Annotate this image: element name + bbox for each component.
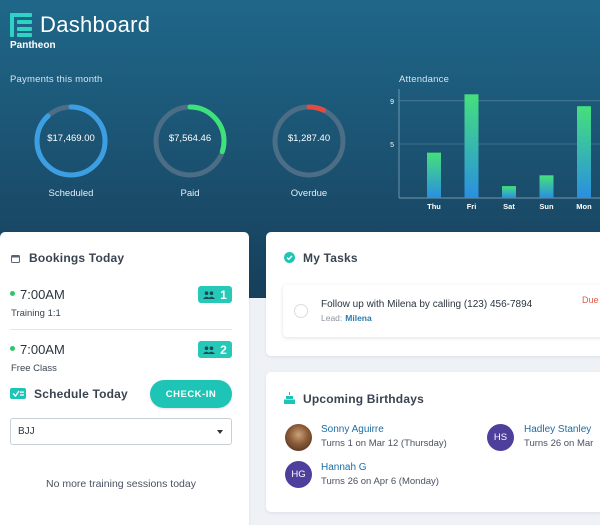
- schedule-check-icon: [10, 388, 26, 399]
- divider: [10, 329, 232, 330]
- check-circle-icon: [284, 252, 295, 263]
- status-dot: [10, 291, 15, 297]
- birthday-detail-1: Turns 1 on Mar 12 (Thursday): [321, 438, 447, 449]
- x-tick-label: Mon: [576, 202, 592, 211]
- pantheon-logo-icon: [10, 13, 32, 37]
- task-checkbox[interactable]: [294, 304, 308, 318]
- program-select-value: BJJ: [18, 426, 35, 437]
- birthday-detail-2: Turns 26 on Mar: [524, 438, 594, 449]
- group-icon: [203, 345, 216, 354]
- birthday-cake-icon: [284, 392, 295, 404]
- paid-ring-chart: [153, 104, 227, 178]
- x-tick-label: Thu: [427, 202, 441, 211]
- y-tick-label: 5: [390, 142, 394, 149]
- avatar-hadley[interactable]: HS: [487, 424, 514, 451]
- scheduled-caption: Scheduled: [48, 188, 94, 199]
- paid-caption: Paid: [180, 188, 200, 199]
- tasks-title: My Tasks: [303, 251, 358, 265]
- birthdays-card: [266, 372, 600, 512]
- scheduled-ring[interactable]: $17,469.00: [31, 101, 111, 181]
- task-due-status: Due: [582, 295, 599, 305]
- bookings-title: Bookings Today: [29, 251, 125, 265]
- check-in-button[interactable]: CHECK-IN: [150, 380, 232, 408]
- attendance-label: Attendance: [399, 74, 450, 85]
- birthdays-title: Upcoming Birthdays: [303, 392, 424, 406]
- program-select[interactable]: BJJ: [10, 418, 232, 445]
- booking-time-text: 7:00AM: [20, 287, 65, 302]
- task-item[interactable]: Follow up with Milena by calling (123) 4…: [283, 285, 600, 337]
- x-tick-label: Sun: [539, 202, 554, 211]
- task-lead-label: Lead:: [321, 313, 343, 323]
- payments-label: Payments this month: [10, 74, 103, 85]
- bar-mon: [577, 106, 591, 198]
- attendance-chart: 5 9 Thu Fri Sat Sun Mon: [390, 89, 600, 211]
- x-tick-label: Sat: [503, 202, 515, 211]
- empty-sessions-message: No more training sessions today: [46, 478, 196, 490]
- task-text: Follow up with Milena by calling (123) 4…: [321, 299, 533, 310]
- scheduled-ring-chart: [34, 104, 108, 178]
- page-title: Dashboard: [40, 12, 151, 37]
- booking-count-2: 2: [220, 342, 227, 357]
- bar-thu: [427, 152, 441, 198]
- calendar-icon: [11, 255, 20, 263]
- schedule-title: Schedule Today: [34, 387, 128, 401]
- booking-time-text: 7:00AM: [20, 342, 65, 357]
- scheduled-amount: $17,469.00: [47, 133, 95, 144]
- paid-amount: $7,564.46: [168, 133, 212, 144]
- booking-count-badge-1[interactable]: 1: [198, 286, 232, 303]
- birthday-name-2[interactable]: Hadley Stanley: [524, 424, 592, 435]
- birthday-name-3[interactable]: Hannah G: [321, 462, 367, 473]
- booking-count-1: 1: [220, 287, 227, 302]
- bar-sun: [539, 175, 554, 198]
- booking-count-badge-2[interactable]: 2: [198, 341, 232, 358]
- paid-ring[interactable]: $7,564.46: [150, 101, 230, 181]
- overdue-amount: $1,287.40: [287, 133, 331, 144]
- avatar-sonny[interactable]: [285, 424, 312, 451]
- brand: Dashboard: [10, 12, 150, 38]
- booking-time-2[interactable]: 7:00AM: [10, 342, 65, 357]
- organization-name: Pantheon: [10, 40, 56, 51]
- bar-sat: [502, 186, 516, 198]
- overdue-ring-chart: [272, 104, 346, 178]
- birthday-name-1[interactable]: Sonny Aguirre: [321, 424, 384, 435]
- booking-time-1[interactable]: 7:00AM: [10, 287, 65, 302]
- avatar-hannah[interactable]: HG: [285, 461, 312, 488]
- chevron-down-icon: [217, 430, 223, 434]
- birthday-detail-3: Turns 26 on Apr 6 (Monday): [321, 476, 439, 487]
- booking-name-1: Training 1:1: [11, 308, 61, 319]
- bookings-card: [0, 232, 249, 525]
- status-dot: [10, 346, 15, 352]
- task-lead-link[interactable]: Milena: [345, 313, 372, 323]
- booking-name-2: Free Class: [11, 363, 57, 374]
- overdue-ring[interactable]: $1,287.40: [269, 101, 349, 181]
- task-lead: Lead: Milena: [321, 313, 372, 323]
- bar-fri: [464, 94, 479, 198]
- y-tick-label: 9: [390, 99, 394, 106]
- group-icon: [203, 290, 216, 299]
- overdue-caption: Overdue: [290, 188, 328, 199]
- x-tick-label: Fri: [467, 202, 477, 211]
